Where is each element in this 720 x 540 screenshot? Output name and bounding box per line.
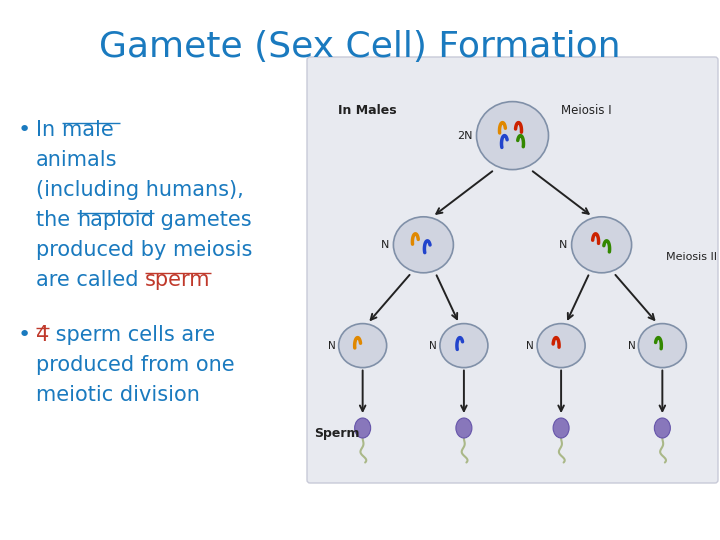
Text: produced from one: produced from one xyxy=(36,355,235,375)
Ellipse shape xyxy=(477,102,549,170)
Ellipse shape xyxy=(639,323,686,368)
Ellipse shape xyxy=(572,217,631,273)
Text: N: N xyxy=(559,240,567,250)
Text: Gamete (Sex Cell) Formation: Gamete (Sex Cell) Formation xyxy=(99,30,621,64)
Ellipse shape xyxy=(338,323,387,368)
Text: sperm: sperm xyxy=(145,270,211,290)
Text: N: N xyxy=(526,341,534,350)
Text: N: N xyxy=(381,240,390,250)
Text: N: N xyxy=(328,341,336,350)
Ellipse shape xyxy=(654,418,670,438)
Text: haploid: haploid xyxy=(77,210,153,230)
Text: 4: 4 xyxy=(36,325,49,345)
Text: Meiosis I: Meiosis I xyxy=(561,104,612,117)
Text: gametes: gametes xyxy=(153,210,251,230)
Text: are called: are called xyxy=(36,270,145,290)
Text: N: N xyxy=(429,341,437,350)
Ellipse shape xyxy=(553,418,569,438)
Text: sperm cells are: sperm cells are xyxy=(49,325,215,345)
Ellipse shape xyxy=(440,323,488,368)
Text: Meiosis II: Meiosis II xyxy=(667,252,717,262)
Text: produced by meiosis: produced by meiosis xyxy=(36,240,253,260)
Ellipse shape xyxy=(393,217,454,273)
Text: the: the xyxy=(36,210,77,230)
Text: meiotic division: meiotic division xyxy=(36,385,200,405)
Text: animals: animals xyxy=(36,150,117,170)
Ellipse shape xyxy=(355,418,371,438)
Text: In Males: In Males xyxy=(338,104,397,117)
Text: male: male xyxy=(62,120,120,140)
Text: (including humans),: (including humans), xyxy=(36,180,244,200)
Text: •: • xyxy=(18,120,31,140)
Ellipse shape xyxy=(537,323,585,368)
Text: In: In xyxy=(36,120,62,140)
Text: N: N xyxy=(628,341,635,350)
Text: Sperm: Sperm xyxy=(314,427,359,440)
FancyBboxPatch shape xyxy=(307,57,718,483)
Text: 2N: 2N xyxy=(457,131,472,140)
Text: •: • xyxy=(18,325,31,345)
Ellipse shape xyxy=(456,418,472,438)
